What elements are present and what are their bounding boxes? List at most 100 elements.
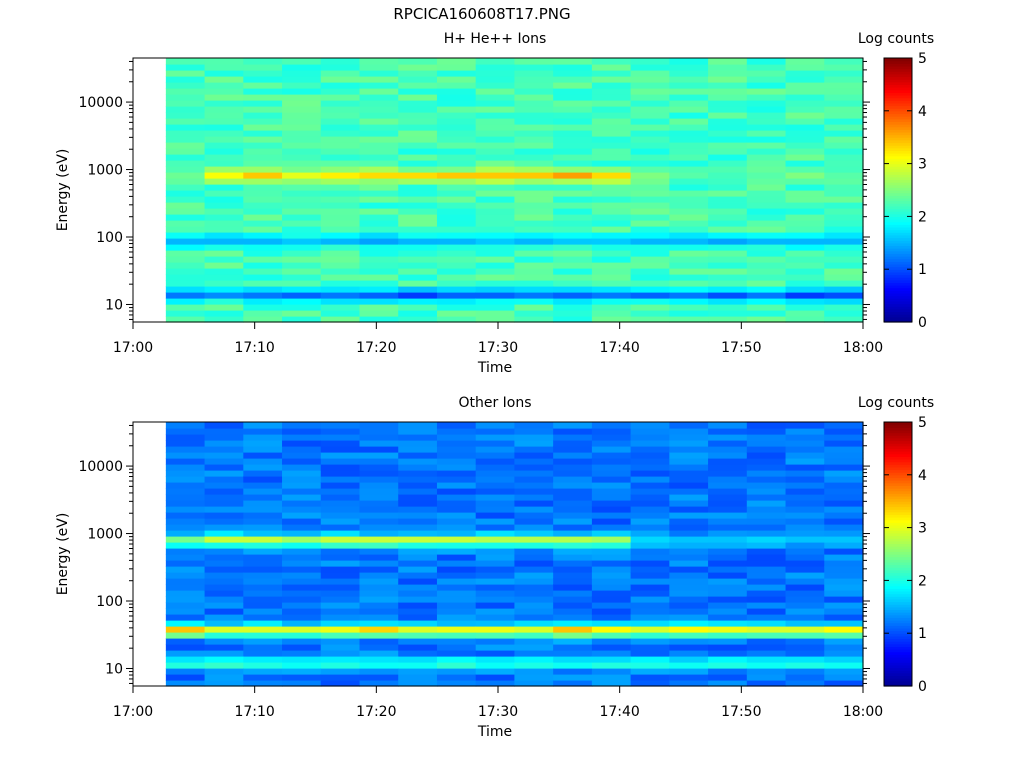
heatmap-cell (165, 130, 206, 137)
heatmap-cell (785, 620, 825, 627)
heatmap-cell (282, 656, 322, 663)
heatmap-cell (553, 602, 593, 609)
heatmap-cell (708, 566, 748, 573)
heatmap-cell (824, 256, 864, 263)
heatmap-cell (708, 572, 748, 579)
heatmap-cell (243, 70, 283, 77)
heatmap-cell (282, 292, 322, 299)
heatmap-cell (630, 178, 670, 185)
heatmap-cell (320, 452, 361, 459)
heatmap-cell (630, 548, 670, 555)
colorbar-segment (884, 424, 912, 428)
heatmap-cell (359, 500, 399, 507)
heatmap-cell (746, 280, 787, 287)
heatmap-cell (436, 286, 477, 293)
colorbar-segment (884, 266, 912, 270)
heatmap-cell (165, 100, 206, 107)
colorbar-segment (884, 532, 912, 537)
colorbar-segment (884, 287, 912, 291)
heatmap-cell (436, 58, 477, 65)
colorbar-segment (884, 219, 912, 223)
heatmap-cell (746, 434, 787, 441)
heatmap-cell (243, 584, 283, 591)
heatmap-cell (785, 130, 825, 137)
y-tick-label: 100 (96, 230, 123, 246)
heatmap-cell (708, 64, 748, 71)
colorbar-label: Log counts (858, 395, 934, 411)
heatmap-cell (243, 202, 283, 209)
heatmap-cell (398, 422, 438, 429)
heatmap-cell (824, 506, 864, 513)
heatmap-cell (669, 680, 709, 687)
heatmap-cell (359, 118, 399, 125)
heatmap-cell (436, 178, 477, 185)
heatmap-cell (320, 298, 361, 305)
heatmap-cell (359, 238, 399, 245)
heatmap-cell (475, 680, 516, 687)
heatmap-cell (165, 602, 206, 609)
heatmap-cell (591, 316, 632, 323)
heatmap-cell (708, 148, 748, 155)
heatmap-cell (669, 178, 709, 185)
colorbar-segment (884, 488, 912, 492)
heatmap-cell (591, 94, 632, 101)
heatmap-cell (708, 548, 748, 555)
heatmap-cell (708, 434, 748, 441)
heatmap-cell (824, 422, 864, 429)
heatmap-cell (165, 626, 206, 633)
heatmap-cell (785, 602, 825, 609)
heatmap-cell (824, 184, 864, 191)
heatmap-cell (746, 316, 787, 323)
heatmap-cell (708, 82, 748, 89)
x-tick-label: 17:10 (234, 704, 274, 720)
heatmap-cell (708, 160, 748, 167)
heatmap-cell (824, 680, 864, 687)
heatmap-cell (359, 506, 399, 513)
heatmap-cell (359, 470, 399, 477)
heatmap-cell (359, 292, 399, 299)
heatmap-cell (436, 142, 477, 149)
heatmap-cell (708, 316, 748, 323)
heatmap-cell (824, 214, 864, 221)
heatmap-cell (475, 572, 516, 579)
heatmap-cell (243, 536, 283, 543)
heatmap-cell (282, 602, 322, 609)
colorbar-segment (884, 195, 912, 199)
heatmap-cell (204, 208, 244, 215)
y-tick-label: 100 (96, 594, 123, 610)
heatmap-cell (204, 298, 244, 305)
heatmap-cell (514, 662, 554, 669)
heatmap-cell (320, 644, 361, 651)
heatmap-cell (785, 518, 825, 525)
heatmap-cell (398, 94, 438, 101)
heatmap-cell (282, 304, 322, 311)
heatmap-cell (824, 560, 864, 567)
heatmap-cell (746, 130, 787, 137)
heatmap-cell (320, 64, 361, 71)
heatmap-cell (746, 638, 787, 645)
heatmap-cell (320, 136, 361, 143)
heatmap-cell (165, 316, 206, 323)
heatmap-cell (359, 226, 399, 233)
heatmap-cell (320, 464, 361, 471)
heatmap-cell (359, 286, 399, 293)
heatmap-cell (165, 554, 206, 561)
heatmap-cell (514, 202, 554, 209)
heatmap-cell (824, 620, 864, 627)
heatmap-cell (514, 154, 554, 161)
heatmap-cell (785, 310, 825, 317)
colorbar-segment (884, 620, 912, 624)
heatmap-cell (824, 316, 864, 323)
heatmap-cell (320, 422, 361, 429)
heatmap-cell (514, 106, 554, 113)
heatmap-cell (359, 64, 399, 71)
heatmap-cell (165, 280, 206, 287)
heatmap-cell (243, 142, 283, 149)
heatmap-cell (591, 148, 632, 155)
heatmap-cell (359, 82, 399, 89)
colorbar-segment (884, 258, 912, 262)
heatmap-cell (475, 178, 516, 185)
